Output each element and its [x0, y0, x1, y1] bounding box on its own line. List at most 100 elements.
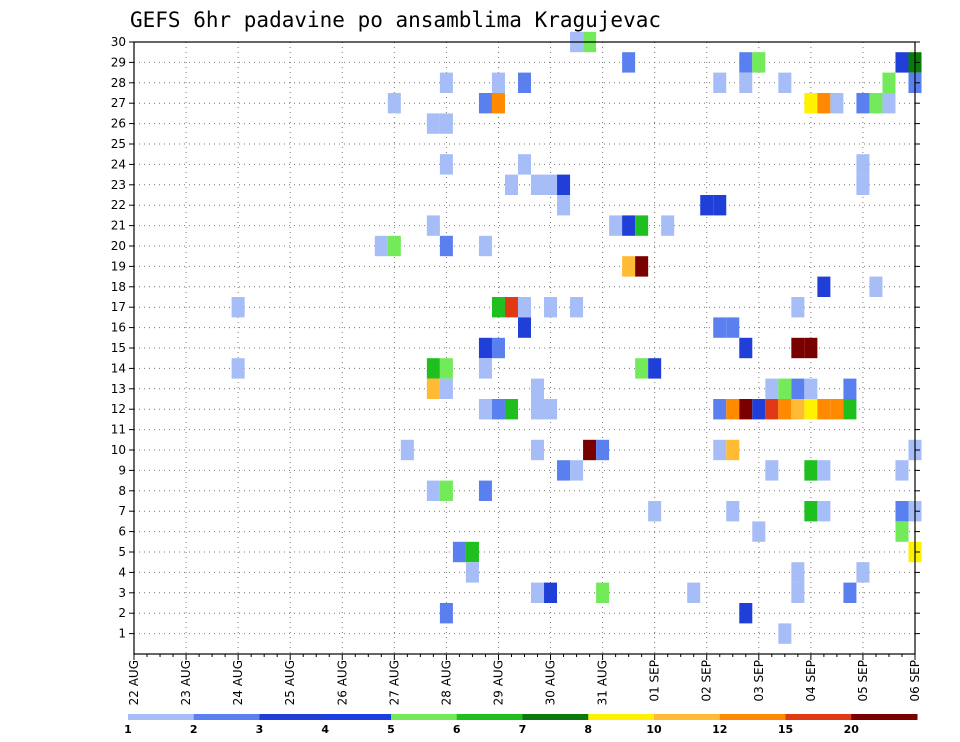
x-tick-label: 29 AUG [491, 660, 505, 705]
precip-cell [739, 603, 753, 624]
precip-cell [882, 72, 896, 93]
precip-cell [570, 460, 584, 481]
y-tick-label: 18 [111, 280, 126, 294]
precip-cell [804, 378, 818, 399]
x-tick-label: 31 AUG [596, 660, 610, 705]
y-tick-label: 28 [111, 76, 126, 90]
precip-cell [856, 154, 870, 175]
y-tick-label: 29 [111, 55, 126, 69]
precip-cell [544, 297, 558, 318]
y-tick-label: 15 [111, 341, 126, 355]
legend-label: 6 [453, 723, 461, 736]
precip-cell [517, 297, 532, 318]
precip-cell [882, 93, 896, 114]
precip-cell [765, 460, 779, 481]
precip-cell [439, 603, 453, 624]
precip-cell [465, 562, 479, 583]
precip-cell [557, 195, 571, 216]
precip-cell [557, 460, 571, 481]
precip-cell [765, 378, 779, 399]
precip-cell [778, 378, 792, 399]
precip-cell [478, 480, 492, 501]
precip-cell [804, 93, 818, 114]
precip-cell [765, 399, 779, 420]
precip-cell [843, 582, 857, 603]
y-tick-label: 17 [111, 300, 126, 314]
legend-label: 2 [190, 723, 198, 736]
precip-cell [439, 113, 453, 134]
precip-cell [622, 256, 636, 277]
precip-cell [726, 439, 740, 461]
x-tick-label: 25 AUG [283, 660, 297, 705]
x-tick-label: 26 AUG [335, 660, 349, 705]
precip-cell [622, 52, 636, 73]
precip-cell [544, 174, 558, 195]
x-tick-label: 27 AUG [387, 660, 401, 705]
precip-cell [817, 501, 831, 522]
precip-cell [504, 297, 518, 318]
y-tick-label: 6 [118, 525, 126, 539]
precip-cell [596, 582, 610, 603]
precip-cell [791, 582, 805, 603]
x-tick-label: 22 AUG [127, 660, 141, 705]
precip-cell [804, 460, 818, 481]
legend-swatch [522, 714, 589, 720]
precip-cell [231, 297, 245, 318]
precip-cell [791, 378, 805, 399]
precip-cell [661, 215, 675, 236]
precip-cell [856, 93, 870, 114]
precip-cell [817, 460, 831, 481]
precip-cell [531, 399, 545, 420]
x-tick-label: 01 SEP [648, 660, 662, 702]
x-tick-label: 03 SEP [752, 660, 766, 702]
precip-cell [895, 521, 909, 542]
precip-cell [817, 93, 831, 114]
precip-cell [426, 215, 440, 236]
precip-cell [713, 72, 727, 93]
legend-label: 10 [646, 723, 662, 736]
precip-cell [570, 297, 584, 318]
precip-cell [752, 399, 766, 420]
y-tick-label: 23 [111, 178, 126, 192]
x-tick-label: 05 SEP [856, 660, 870, 702]
precip-cell [856, 562, 870, 583]
precip-cell [439, 480, 453, 501]
precip-cell [491, 93, 505, 114]
precip-cell [752, 521, 766, 542]
precip-cell [739, 399, 753, 420]
legend-label: 3 [256, 723, 264, 736]
precip-cell [804, 337, 818, 359]
precip-cell [713, 439, 727, 461]
precip-cell [778, 623, 792, 644]
precip-cell [400, 439, 414, 461]
precip-cell [426, 113, 440, 134]
precip-cell [491, 72, 505, 93]
legend-swatch [325, 714, 392, 720]
y-tick-label: 2 [118, 606, 126, 620]
y-tick-label: 12 [111, 402, 126, 416]
precip-cell [504, 399, 518, 420]
legend-label: 20 [844, 723, 860, 736]
precip-cell [648, 501, 662, 522]
precip-cell [843, 399, 857, 420]
precip-cell [439, 358, 453, 379]
y-tick-label: 22 [111, 198, 126, 212]
precip-cell [830, 399, 844, 420]
precip-cell [478, 399, 492, 420]
y-tick-label: 21 [111, 219, 126, 233]
x-tick-label: 28 AUG [439, 660, 453, 705]
precip-cell [491, 297, 505, 318]
y-tick-label: 9 [118, 463, 126, 477]
legend-swatch [719, 714, 786, 720]
x-tick-label: 30 AUG [544, 660, 558, 705]
legend-swatch [391, 714, 458, 720]
y-tick-label: 13 [111, 382, 126, 396]
precip-cell [726, 399, 740, 420]
precip-cell [609, 215, 623, 236]
legend-label: 4 [321, 723, 329, 736]
precip-cell [478, 93, 492, 114]
y-tick-label: 25 [111, 137, 126, 151]
precip-cell [387, 235, 401, 257]
data-cells [231, 31, 922, 644]
